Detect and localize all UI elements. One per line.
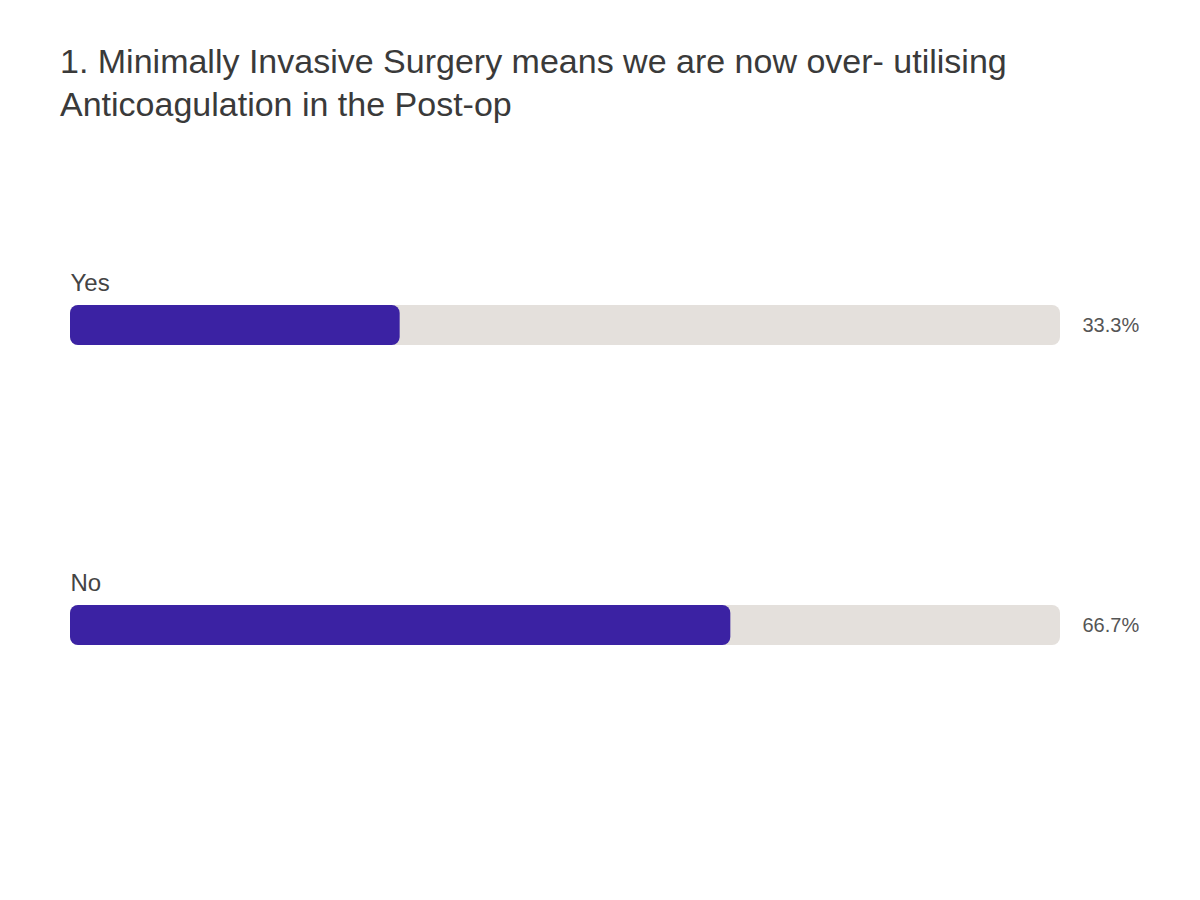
svg-text:33.3%: 33.3% — [1083, 314, 1140, 336]
html-text:1. Minimally Invasive Surgery: 1. Minimally Invasive Surgery means we a… — [60, 42, 1007, 123]
svg-text:No: No — [71, 569, 102, 596]
svg-text:Yes: Yes — [71, 269, 110, 296]
svg-text:66.7%: 66.7% — [1083, 614, 1140, 636]
